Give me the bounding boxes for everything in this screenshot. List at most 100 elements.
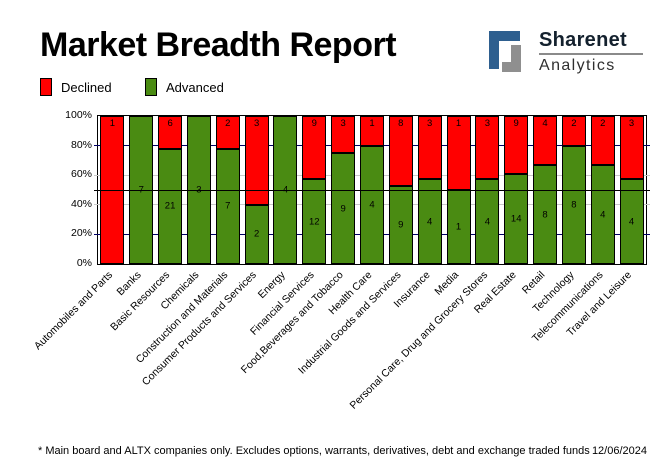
bar-value-declined: 1 (109, 118, 116, 129)
legend-label-advanced: Advanced (166, 79, 224, 95)
x-axis-label: Basic Resources (108, 269, 173, 334)
bar-segment-declined: 3 (417, 116, 442, 180)
logo-sub: Analytics (539, 57, 616, 74)
bar-value-advanced: 4 (628, 216, 635, 228)
fifty-percent-line (94, 189, 650, 191)
bar-segment-declined: 3 (244, 116, 269, 205)
bar-segment-advanced: 9 (388, 185, 413, 264)
sharenet-logo-icon (489, 31, 521, 72)
logo-gray-shape (502, 45, 521, 72)
plot-area: 1721637223412993419843114314984824243 (94, 115, 650, 265)
bar-segment-advanced: 8 (561, 145, 586, 264)
bar-value-advanced: 4 (369, 199, 375, 211)
gridline (94, 145, 650, 147)
legend-label-declined: Declined (61, 79, 112, 95)
x-axis-labels: Automobiles and Parts Banks Basic Resource… (32, 264, 645, 464)
bar-value-declined: 1 (369, 118, 375, 129)
legend-item-declined: Declined (40, 78, 112, 96)
bar-segment-declined: 3 (619, 116, 644, 180)
logo-name: Sharenet (539, 29, 627, 51)
bar-segment-declined: 1 (446, 116, 471, 190)
bar-value-declined: 3 (340, 118, 346, 129)
bar-value-advanced: 4 (427, 216, 433, 228)
bar-segment-declined: 6 (158, 116, 183, 149)
footnote: * Main board and ALTX companies only. Ex… (38, 445, 590, 457)
report-date: 12/06/2024 (591, 445, 647, 457)
x-axis-label: Financial Services (248, 269, 317, 338)
x-axis-label: Banks (114, 269, 144, 299)
bar: 12 9 (302, 116, 327, 264)
x-axis-label: Construction and Materials (133, 269, 231, 366)
bar-segment-advanced: 4 (475, 179, 500, 264)
bar-value-declined: 3 (253, 118, 260, 129)
logo-blue-shape (489, 31, 520, 69)
bar-segment-declined: 2 (215, 116, 240, 149)
page-title: Market Breadth Report (40, 26, 397, 64)
y-tick-label: 60% (70, 168, 92, 181)
bar-segment-advanced: 21 (158, 148, 183, 264)
bar: 21 6 (158, 116, 183, 264)
bar-value-declined: 3 (427, 118, 433, 129)
bar-segment-advanced: 2 (244, 204, 269, 264)
bar-value-declined: 8 (398, 118, 404, 129)
advanced-swatch-icon (145, 78, 157, 96)
x-axis-label: Retail (520, 269, 548, 297)
x-axis-label: Media (432, 269, 462, 298)
bar-value-advanced: 14 (510, 213, 522, 225)
bar-value-declined: 3 (484, 118, 490, 129)
x-axis-label: Chemicals (158, 269, 202, 313)
bar-segment-declined: 2 (590, 116, 615, 166)
bar-value-advanced: 12 (309, 216, 320, 228)
report-footer: * Main board and ALTX companies only. Ex… (38, 445, 647, 457)
x-axis-label: Health Care (326, 269, 375, 318)
bar-value-advanced: 4 (484, 216, 490, 228)
bar-segment-advanced: 9 (331, 153, 356, 264)
bar-segment-advanced: 7 (215, 148, 240, 264)
bar-segment-declined: 2 (561, 116, 586, 146)
bar-segment-declined: 8 (388, 116, 413, 186)
x-axis-label: Energy (255, 269, 288, 302)
y-tick-label: 0% (76, 257, 92, 269)
bar-value-advanced: 7 (225, 200, 231, 212)
bar-value-advanced: 4 (600, 209, 606, 221)
declined-swatch-icon (40, 78, 52, 96)
bar-value-declined: 3 (628, 118, 635, 129)
x-axis-label: Personal Care, Drug and Grocery Stores (347, 269, 490, 412)
x-axis-label: Telecommunications (529, 269, 606, 345)
bar-segment-advanced: 4 (417, 179, 442, 264)
y-tick-label: 80% (70, 138, 92, 151)
bar-segment-declined: 4 (533, 116, 558, 166)
bar-value-declined: 6 (167, 118, 173, 129)
bar-segment-declined: 9 (504, 116, 529, 174)
bar-value-declined: 9 (311, 118, 317, 129)
bar-segment-advanced: 14 (504, 173, 529, 264)
bar-value-advanced: 9 (340, 203, 346, 214)
x-axis-label: Automobiles and Parts (31, 269, 115, 353)
bar-segment-declined: 3 (331, 116, 356, 153)
bar-value-advanced: 21 (164, 200, 176, 212)
bar-value-declined: 1 (455, 118, 462, 129)
logo-text: Sharenet Analytics (539, 28, 643, 75)
x-axis-label: Technology (530, 269, 577, 316)
x-axis-label: Industrial Goods and Services (295, 269, 404, 377)
x-axis-label: Consumer Products and Services (140, 269, 260, 389)
sharenet-logo: Sharenet Analytics (486, 28, 643, 75)
bar-segment-advanced: 1 (446, 190, 471, 264)
bar-value-declined: 2 (571, 118, 577, 129)
bar-segment-advanced: 4 (360, 145, 384, 264)
x-axis-label: Insurance (391, 269, 433, 311)
bar-value-declined: 2 (225, 118, 231, 129)
x-axis-label: Real Estate (471, 269, 519, 316)
logo-divider (539, 53, 643, 55)
